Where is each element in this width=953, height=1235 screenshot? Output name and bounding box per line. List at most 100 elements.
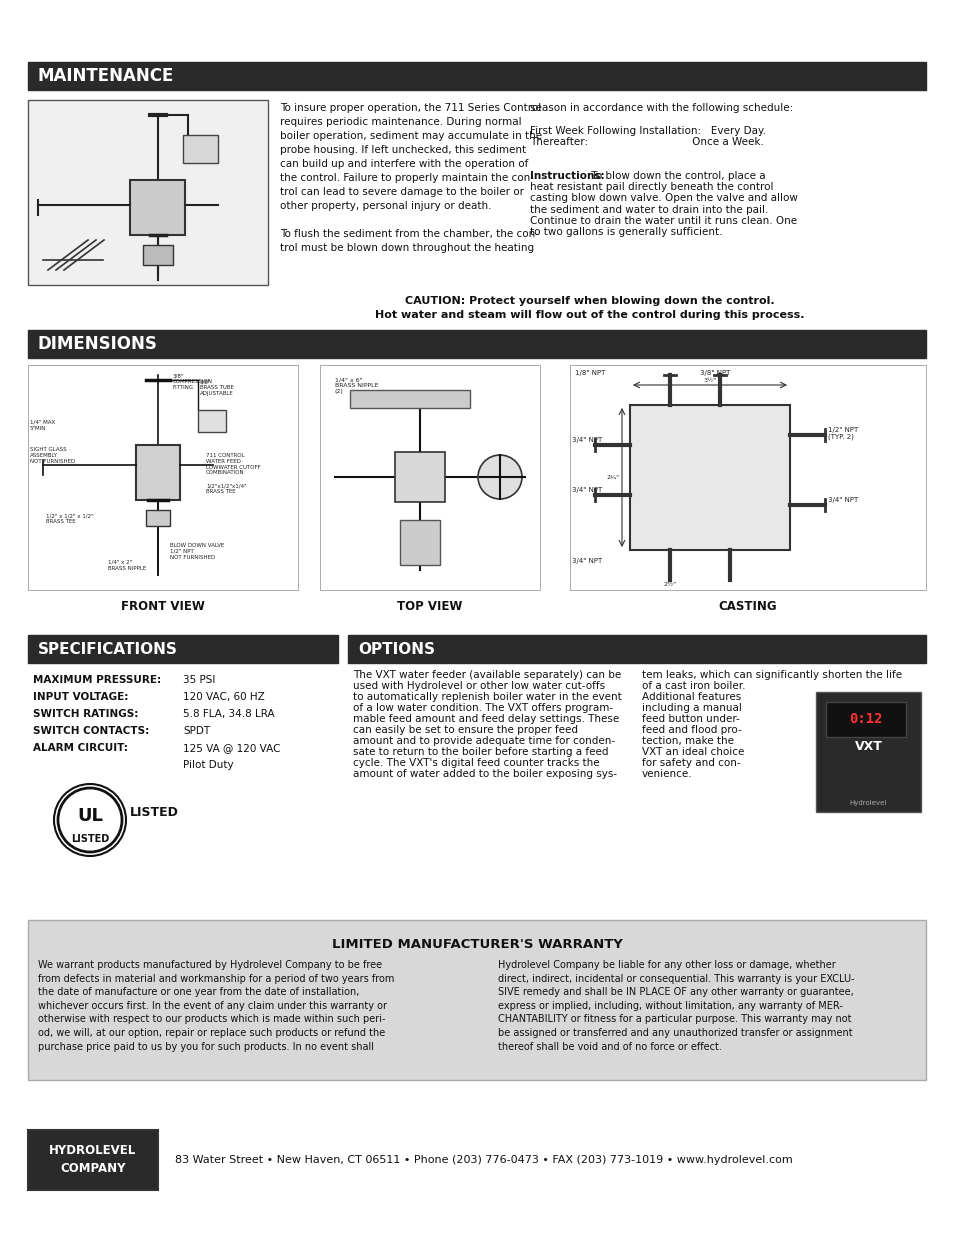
Text: Hot water and steam will flow out of the control during this process.: Hot water and steam will flow out of the… bbox=[375, 310, 804, 320]
Text: Instructions:: Instructions: bbox=[530, 170, 604, 180]
Text: FRONT VIEW: FRONT VIEW bbox=[121, 600, 205, 613]
Text: 1/2" NPT
(TYP. 2): 1/2" NPT (TYP. 2) bbox=[827, 427, 858, 441]
Text: Hydrolevel Company be liable for any other loss or damage, whether
direct, indir: Hydrolevel Company be liable for any oth… bbox=[497, 960, 854, 1051]
Text: 5.8 FLA, 34.8 LRA: 5.8 FLA, 34.8 LRA bbox=[183, 709, 274, 719]
Text: UL: UL bbox=[77, 806, 103, 825]
Text: HYDROLEVEL: HYDROLEVEL bbox=[50, 1145, 136, 1157]
Text: 3½": 3½" bbox=[702, 378, 716, 383]
Bar bbox=[395, 452, 444, 501]
Bar bbox=[130, 180, 185, 235]
Text: season in accordance with the following schedule:: season in accordance with the following … bbox=[530, 103, 792, 112]
Text: heat resistant pail directly beneath the control: heat resistant pail directly beneath the… bbox=[530, 182, 773, 193]
Text: MAXIMUM PRESSURE:: MAXIMUM PRESSURE: bbox=[33, 676, 161, 685]
Bar bbox=[28, 635, 337, 663]
Bar bbox=[28, 100, 268, 285]
Text: 3/8"
COMPRESSION
FITTING: 3/8" COMPRESSION FITTING bbox=[172, 373, 213, 389]
Text: 1/2" x 1/2" x 1/2"
BRASS TEE: 1/2" x 1/2" x 1/2" BRASS TEE bbox=[46, 513, 93, 524]
Text: 3/4" NPT: 3/4" NPT bbox=[572, 437, 601, 443]
Bar bbox=[28, 62, 925, 90]
Bar bbox=[350, 390, 470, 408]
Bar bbox=[825, 701, 905, 737]
Text: Pilot Duty: Pilot Duty bbox=[183, 760, 233, 769]
Text: 3/8" NPT: 3/8" NPT bbox=[700, 370, 730, 375]
Text: LISTED: LISTED bbox=[130, 805, 178, 819]
Text: cycle. The VXT's digital feed counter tracks the: cycle. The VXT's digital feed counter tr… bbox=[353, 758, 599, 768]
Bar bbox=[348, 635, 925, 663]
Text: amount and to provide adequate time for conden-: amount and to provide adequate time for … bbox=[353, 736, 615, 746]
Text: LISTED: LISTED bbox=[71, 834, 109, 844]
Bar bbox=[198, 410, 226, 432]
Text: Hydrolevel: Hydrolevel bbox=[849, 800, 886, 806]
Text: 3/4" NPT: 3/4" NPT bbox=[572, 558, 601, 564]
Text: to automatically replenish boiler water in the event: to automatically replenish boiler water … bbox=[353, 692, 621, 701]
Text: TOP VIEW: TOP VIEW bbox=[396, 600, 462, 613]
Text: tem leaks, which can significantly shorten the life: tem leaks, which can significantly short… bbox=[641, 671, 902, 680]
Text: 3/8"
BRASS TUBE
ADJUSTABLE: 3/8" BRASS TUBE ADJUSTABLE bbox=[200, 379, 233, 395]
Text: DIMENSIONS: DIMENSIONS bbox=[38, 335, 157, 353]
Text: CAUTION: Protect yourself when blowing down the control.: CAUTION: Protect yourself when blowing d… bbox=[405, 296, 774, 306]
Text: feed and flood pro-: feed and flood pro- bbox=[641, 725, 741, 735]
Text: SPECIFICATIONS: SPECIFICATIONS bbox=[38, 641, 177, 657]
Text: 125 VA @ 120 VAC: 125 VA @ 120 VAC bbox=[183, 743, 280, 753]
Text: sate to return to the boiler before starting a feed: sate to return to the boiler before star… bbox=[353, 747, 608, 757]
Text: LIMITED MANUFACTURER'S WARRANTY: LIMITED MANUFACTURER'S WARRANTY bbox=[332, 939, 621, 951]
Text: 711 CONTROL
WATER FEED
LOWWATER CUTOFF
COMBINATION: 711 CONTROL WATER FEED LOWWATER CUTOFF C… bbox=[206, 453, 260, 475]
Text: 1/8" NPT: 1/8" NPT bbox=[575, 370, 605, 375]
Bar bbox=[146, 510, 170, 526]
Bar bbox=[28, 366, 297, 590]
Bar bbox=[629, 405, 789, 550]
Text: can easily be set to ensure the proper feed: can easily be set to ensure the proper f… bbox=[353, 725, 578, 735]
Text: for safety and con-: for safety and con- bbox=[641, 758, 740, 768]
Text: CASTING: CASTING bbox=[718, 600, 777, 613]
Text: mable feed amount and feed delay settings. These: mable feed amount and feed delay setting… bbox=[353, 714, 618, 724]
Text: tection, make the: tection, make the bbox=[641, 736, 733, 746]
Text: OPTIONS: OPTIONS bbox=[357, 641, 435, 657]
Text: 1/4" MAX
5"MIN: 1/4" MAX 5"MIN bbox=[30, 420, 55, 431]
Text: 3/4" NPT: 3/4" NPT bbox=[827, 496, 858, 503]
Text: SWITCH CONTACTS:: SWITCH CONTACTS: bbox=[33, 726, 149, 736]
Text: Additional features: Additional features bbox=[641, 692, 740, 701]
Circle shape bbox=[58, 788, 122, 852]
Text: SPDT: SPDT bbox=[183, 726, 210, 736]
Text: feed button under-: feed button under- bbox=[641, 714, 740, 724]
Bar bbox=[28, 1130, 158, 1191]
Text: BLOW DOWN VALVE
1/2" NPT
NOT FURNISHED: BLOW DOWN VALVE 1/2" NPT NOT FURNISHED bbox=[170, 543, 224, 559]
Text: To blow down the control, place a: To blow down the control, place a bbox=[587, 170, 765, 180]
Text: ALARM CIRCUIT:: ALARM CIRCUIT: bbox=[33, 743, 128, 753]
Text: To insure proper operation, the 711 Series Control
requires periodic maintenance: To insure proper operation, the 711 Seri… bbox=[280, 103, 541, 253]
Bar bbox=[569, 366, 925, 590]
Text: MAINTENANCE: MAINTENANCE bbox=[38, 67, 174, 85]
Bar bbox=[399, 520, 439, 564]
Text: 2½": 2½" bbox=[662, 582, 676, 587]
Text: casting blow down valve. Open the valve and allow: casting blow down valve. Open the valve … bbox=[530, 194, 797, 204]
Text: VXT: VXT bbox=[854, 741, 882, 753]
Text: of a low water condition. The VXT offers program-: of a low water condition. The VXT offers… bbox=[353, 703, 613, 713]
Bar bbox=[183, 135, 218, 163]
Text: 1/4" x 2"
BRASS NIPPLE: 1/4" x 2" BRASS NIPPLE bbox=[108, 559, 146, 571]
Text: Continue to drain the water until it runs clean. One: Continue to drain the water until it run… bbox=[530, 216, 797, 226]
Text: venience.: venience. bbox=[641, 769, 692, 779]
Text: used with Hydrolevel or other low water cut-offs: used with Hydrolevel or other low water … bbox=[353, 680, 604, 692]
Bar bbox=[136, 445, 180, 500]
Text: 120 VAC, 60 HZ: 120 VAC, 60 HZ bbox=[183, 692, 265, 701]
Text: 1/4" x 6"
BRASS NIPPLE
(2): 1/4" x 6" BRASS NIPPLE (2) bbox=[335, 377, 378, 394]
Text: the sediment and water to drain into the pail.: the sediment and water to drain into the… bbox=[530, 205, 767, 215]
Bar bbox=[28, 330, 925, 358]
Text: to two gallons is generally sufficient.: to two gallons is generally sufficient. bbox=[530, 227, 721, 237]
Bar bbox=[143, 245, 172, 266]
Bar bbox=[28, 920, 925, 1079]
Circle shape bbox=[477, 454, 521, 499]
Text: 2¼": 2¼" bbox=[606, 475, 619, 480]
Bar bbox=[815, 692, 920, 811]
Text: of a cast iron boiler.: of a cast iron boiler. bbox=[641, 680, 744, 692]
Text: SWITCH RATINGS:: SWITCH RATINGS: bbox=[33, 709, 138, 719]
Text: 3/4" NPT: 3/4" NPT bbox=[572, 487, 601, 493]
Text: 35 PSI: 35 PSI bbox=[183, 676, 215, 685]
Text: VXT an ideal choice: VXT an ideal choice bbox=[641, 747, 743, 757]
Text: INPUT VOLTAGE:: INPUT VOLTAGE: bbox=[33, 692, 129, 701]
Text: 0:12: 0:12 bbox=[848, 713, 882, 726]
Text: amount of water added to the boiler exposing sys-: amount of water added to the boiler expo… bbox=[353, 769, 617, 779]
Text: COMPANY: COMPANY bbox=[60, 1162, 126, 1176]
Text: We warrant products manufactured by Hydrolevel Company to be free
from defects i: We warrant products manufactured by Hydr… bbox=[38, 960, 394, 1051]
Bar bbox=[319, 366, 539, 590]
